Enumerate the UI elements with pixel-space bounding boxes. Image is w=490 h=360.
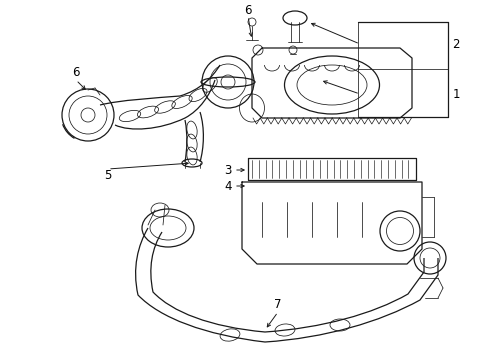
Text: 4: 4 bbox=[224, 180, 232, 193]
Text: 2: 2 bbox=[452, 37, 460, 50]
Text: 5: 5 bbox=[104, 168, 112, 181]
Text: 6: 6 bbox=[72, 66, 80, 78]
Text: 7: 7 bbox=[274, 298, 282, 311]
Text: 3: 3 bbox=[224, 163, 232, 176]
Text: 1: 1 bbox=[452, 87, 460, 100]
Text: 6: 6 bbox=[244, 4, 252, 17]
